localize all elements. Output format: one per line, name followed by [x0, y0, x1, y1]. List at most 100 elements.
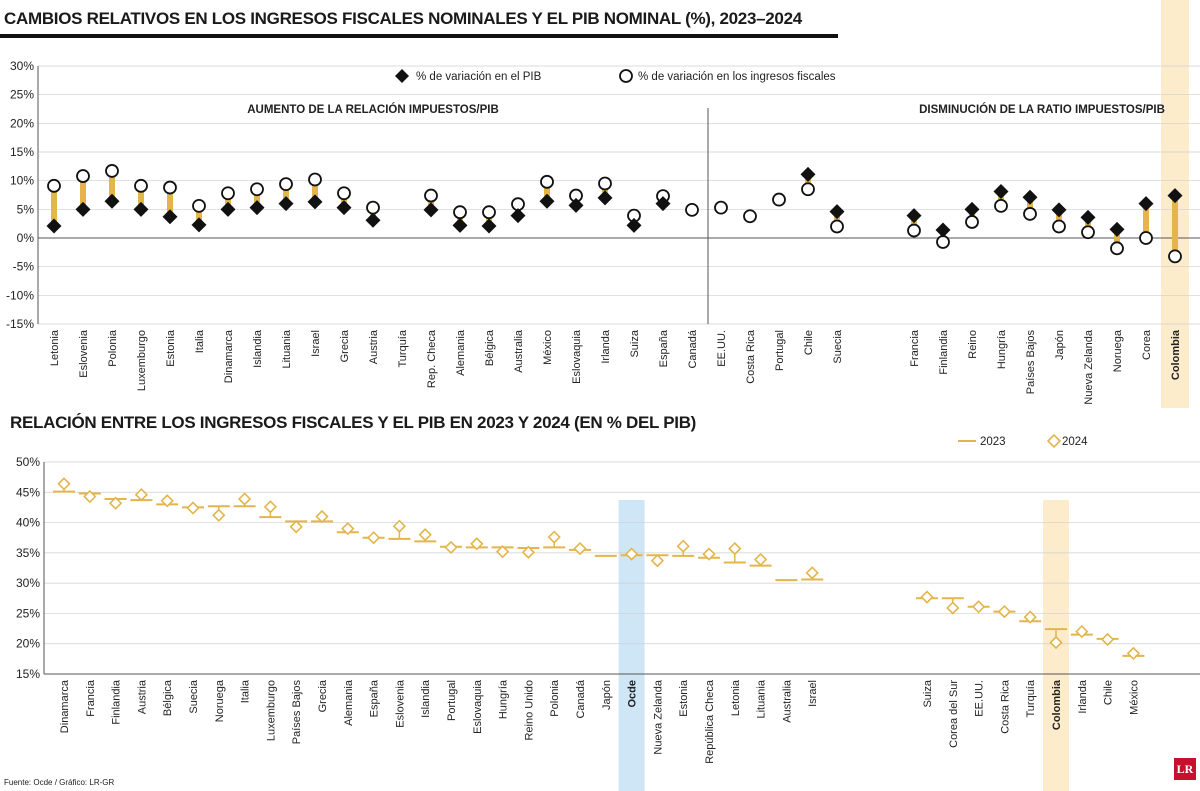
x-label-noruega: Noruega	[214, 679, 226, 722]
legend-diamond-icon	[395, 69, 409, 83]
x-label-costa-rica: Costa Rica	[999, 679, 1011, 734]
y-tick-label: -10%	[6, 288, 34, 302]
revenue-point-italia	[192, 198, 206, 213]
value-2024-noruega	[212, 508, 226, 522]
y-tick-label: 20%	[16, 637, 40, 651]
chart-1-marks	[46, 164, 1183, 264]
section-label-decrease: DISMINUCIÓN DE LA RATIO IMPUESTOS/PIB	[919, 103, 1165, 116]
x-label-reino: Reino	[967, 330, 979, 359]
legend-2024-diamond-icon	[1046, 433, 1062, 449]
y-tick-label: 10%	[10, 174, 34, 188]
x-label-israel: Israel	[807, 680, 819, 707]
x-label-polonia: Polonia	[107, 329, 119, 367]
x-label-islandia: Islandia	[420, 679, 432, 718]
x-label-paises-bajos: Países Bajos	[291, 680, 303, 745]
gdp-point-islandia	[249, 200, 265, 216]
gdp-point-belgica	[481, 218, 497, 234]
x-label-irlanda: Irlanda	[600, 329, 612, 364]
gdp-point-dinamarca	[220, 201, 236, 217]
revenue-point-corea	[1139, 231, 1153, 245]
revenue-point-israel	[308, 172, 322, 187]
value-2024-corea-del-sur	[946, 601, 960, 615]
chart-2-marks	[53, 477, 1145, 661]
x-label-ocde: Ocde	[627, 680, 639, 708]
legend-label-revenue: % de variación en los ingresos fiscales	[638, 71, 836, 83]
x-label-polonia: Polonia	[549, 679, 561, 717]
x-label-mexico: México	[542, 330, 554, 365]
value-2024-grecia	[315, 509, 329, 524]
value-2024-austria	[134, 488, 149, 502]
x-label-hungria: Hungría	[996, 329, 1008, 369]
x-label-canada: Canadá	[687, 329, 699, 368]
gdp-point-suecia	[829, 204, 845, 220]
x-label-nueva-zelanda: Nueva Zelanda	[652, 679, 664, 754]
value-2024-paises-bajos	[289, 520, 303, 534]
x-label-francia: Francia	[85, 679, 97, 717]
gdp-point-grecia	[336, 200, 352, 216]
revenue-point-suecia	[830, 219, 844, 234]
gdp-point-noruega	[1109, 221, 1125, 237]
gdp-point-eslovenia	[75, 201, 91, 217]
revenue-point-francia	[907, 223, 921, 238]
x-label-noruega: Noruega	[1112, 329, 1124, 372]
value-2024-mexico	[1126, 646, 1141, 661]
gdp-point-estonia	[162, 209, 178, 225]
value-2024-belgica	[160, 494, 174, 508]
value-2024-costa-rica	[997, 604, 1012, 619]
x-label-portugal: Portugal	[446, 680, 458, 721]
y-tick-label: 25%	[10, 88, 34, 102]
legend-label-2024: 2024	[1062, 436, 1088, 448]
y-tick-label: 5%	[17, 202, 35, 216]
revenue-point-eslovenia	[76, 169, 90, 183]
value-2024-francia	[83, 489, 97, 504]
revenue-point-costa-rica	[743, 209, 757, 224]
x-label-finlandia: Finlandia	[111, 679, 123, 725]
x-label-australia: Australia	[513, 329, 525, 373]
value-2024-irlanda	[1075, 624, 1089, 639]
gdp-point-australia	[510, 208, 526, 224]
x-label-letonia: Letonia	[730, 679, 742, 716]
value-2024-islandia	[418, 528, 432, 542]
x-label-japon: Japón	[1054, 330, 1066, 360]
y-tick-label: 0%	[17, 231, 35, 245]
section-label-increase: AUMENTO DE LA RELACIÓN IMPUESTOS/PIB	[247, 103, 499, 116]
chart-1-title: CAMBIOS RELATIVOS EN LOS INGRESOS FISCAL…	[4, 9, 802, 28]
x-label-alemania: Alemania	[455, 329, 467, 376]
value-2024-ee-uu	[971, 600, 986, 614]
revenue-point-dinamarca	[221, 186, 235, 201]
gdp-point-colombia	[1167, 188, 1183, 204]
revenue-point-canada	[685, 203, 699, 217]
value-2024-letonia	[728, 541, 742, 556]
x-label-suiza: Suiza	[629, 329, 641, 357]
x-label-lituania: Lituania	[281, 329, 293, 368]
x-label-grecia: Grecia	[339, 329, 351, 362]
revenue-point-rep-checa	[424, 188, 438, 203]
gdp-point-lituania	[278, 196, 294, 212]
revenue-point-estonia	[163, 180, 177, 195]
value-2024-portugal	[444, 540, 458, 555]
x-label-luxemburgo: Luxemburgo	[136, 330, 148, 391]
gdp-point-rep-checa	[423, 202, 439, 218]
x-label-mexico: México	[1128, 680, 1140, 715]
gdp-point-israel	[307, 194, 323, 210]
value-2024-chile	[1100, 632, 1115, 647]
value-2024-israel	[805, 566, 819, 580]
y-tick-label: 50%	[16, 455, 40, 469]
x-label-israel: Israel	[310, 330, 322, 357]
x-label-suiza: Suiza	[922, 679, 934, 707]
value-2024-lituania	[753, 552, 768, 567]
value-2024-canada	[573, 541, 587, 556]
value-2024-hungria	[495, 545, 510, 559]
y-tick-label: -5%	[13, 260, 35, 274]
x-label-austria: Austria	[368, 329, 380, 364]
revenue-point-irlanda	[598, 176, 612, 191]
x-label-estonia: Estonia	[678, 679, 690, 717]
y-tick-label: -15%	[6, 317, 34, 331]
y-tick-label: 45%	[16, 485, 40, 499]
source-note: Fuente: Ocde / Gráfico: LR-GR	[4, 778, 115, 787]
x-label-japon: Japón	[601, 680, 613, 710]
x-label-finlandia: Finlandia	[938, 329, 950, 375]
gdp-point-japon	[1051, 202, 1067, 218]
x-label-eslovenia: Eslovenia	[394, 679, 406, 728]
